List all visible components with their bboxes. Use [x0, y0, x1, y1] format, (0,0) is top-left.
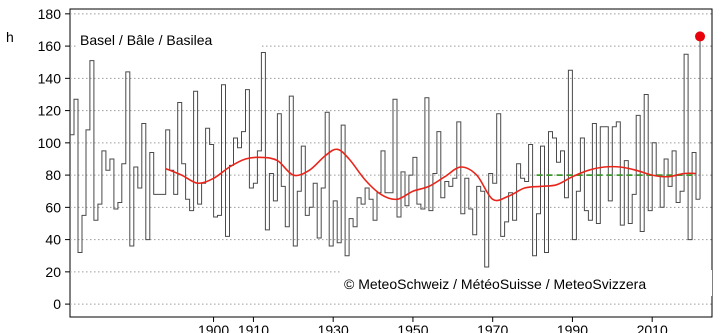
y-tick-label: 80 — [45, 167, 61, 183]
smoothed-trend-line — [165, 148, 697, 202]
y-axis-unit-label: h — [6, 29, 14, 45]
y-tick-label: 0 — [53, 296, 61, 312]
x-tick-label: 1990 — [557, 322, 588, 333]
y-tick-label: 40 — [45, 232, 61, 248]
y-axis-ticks: 0 20 40 60 80 100 120 140 160 180 — [38, 6, 70, 312]
x-tick-label: 1970 — [477, 322, 508, 333]
y-tick-label: 140 — [38, 70, 62, 86]
x-tick-label: 1910 — [238, 322, 269, 333]
x-tick-label: 1900 — [198, 322, 229, 333]
x-axis-ticks: 1900 1910 1930 1950 1970 1990 2010 — [198, 317, 668, 333]
y-tick-label: 60 — [45, 199, 61, 215]
copyright-box — [340, 270, 712, 296]
copyright-notice: © MeteoSchweiz / MétéoSuisse / MeteoSviz… — [344, 276, 646, 292]
series-group — [70, 31, 706, 268]
y-tick-label: 180 — [38, 6, 62, 22]
y-tick-label: 160 — [38, 38, 62, 54]
x-tick-label: 1950 — [397, 322, 428, 333]
x-tick-label: 1930 — [318, 322, 349, 333]
y-tick-label: 20 — [45, 264, 61, 280]
annual-values-step-line — [70, 52, 700, 268]
latest-year-marker — [695, 31, 706, 42]
plot-area — [69, 8, 713, 318]
x-tick-label: 2010 — [637, 322, 668, 333]
chart-title-box — [76, 28, 262, 52]
y-tick-label: 120 — [38, 103, 62, 119]
y-tick-label: 100 — [38, 135, 62, 151]
chart-title: Basel / Bâle / Basilea — [80, 32, 213, 48]
